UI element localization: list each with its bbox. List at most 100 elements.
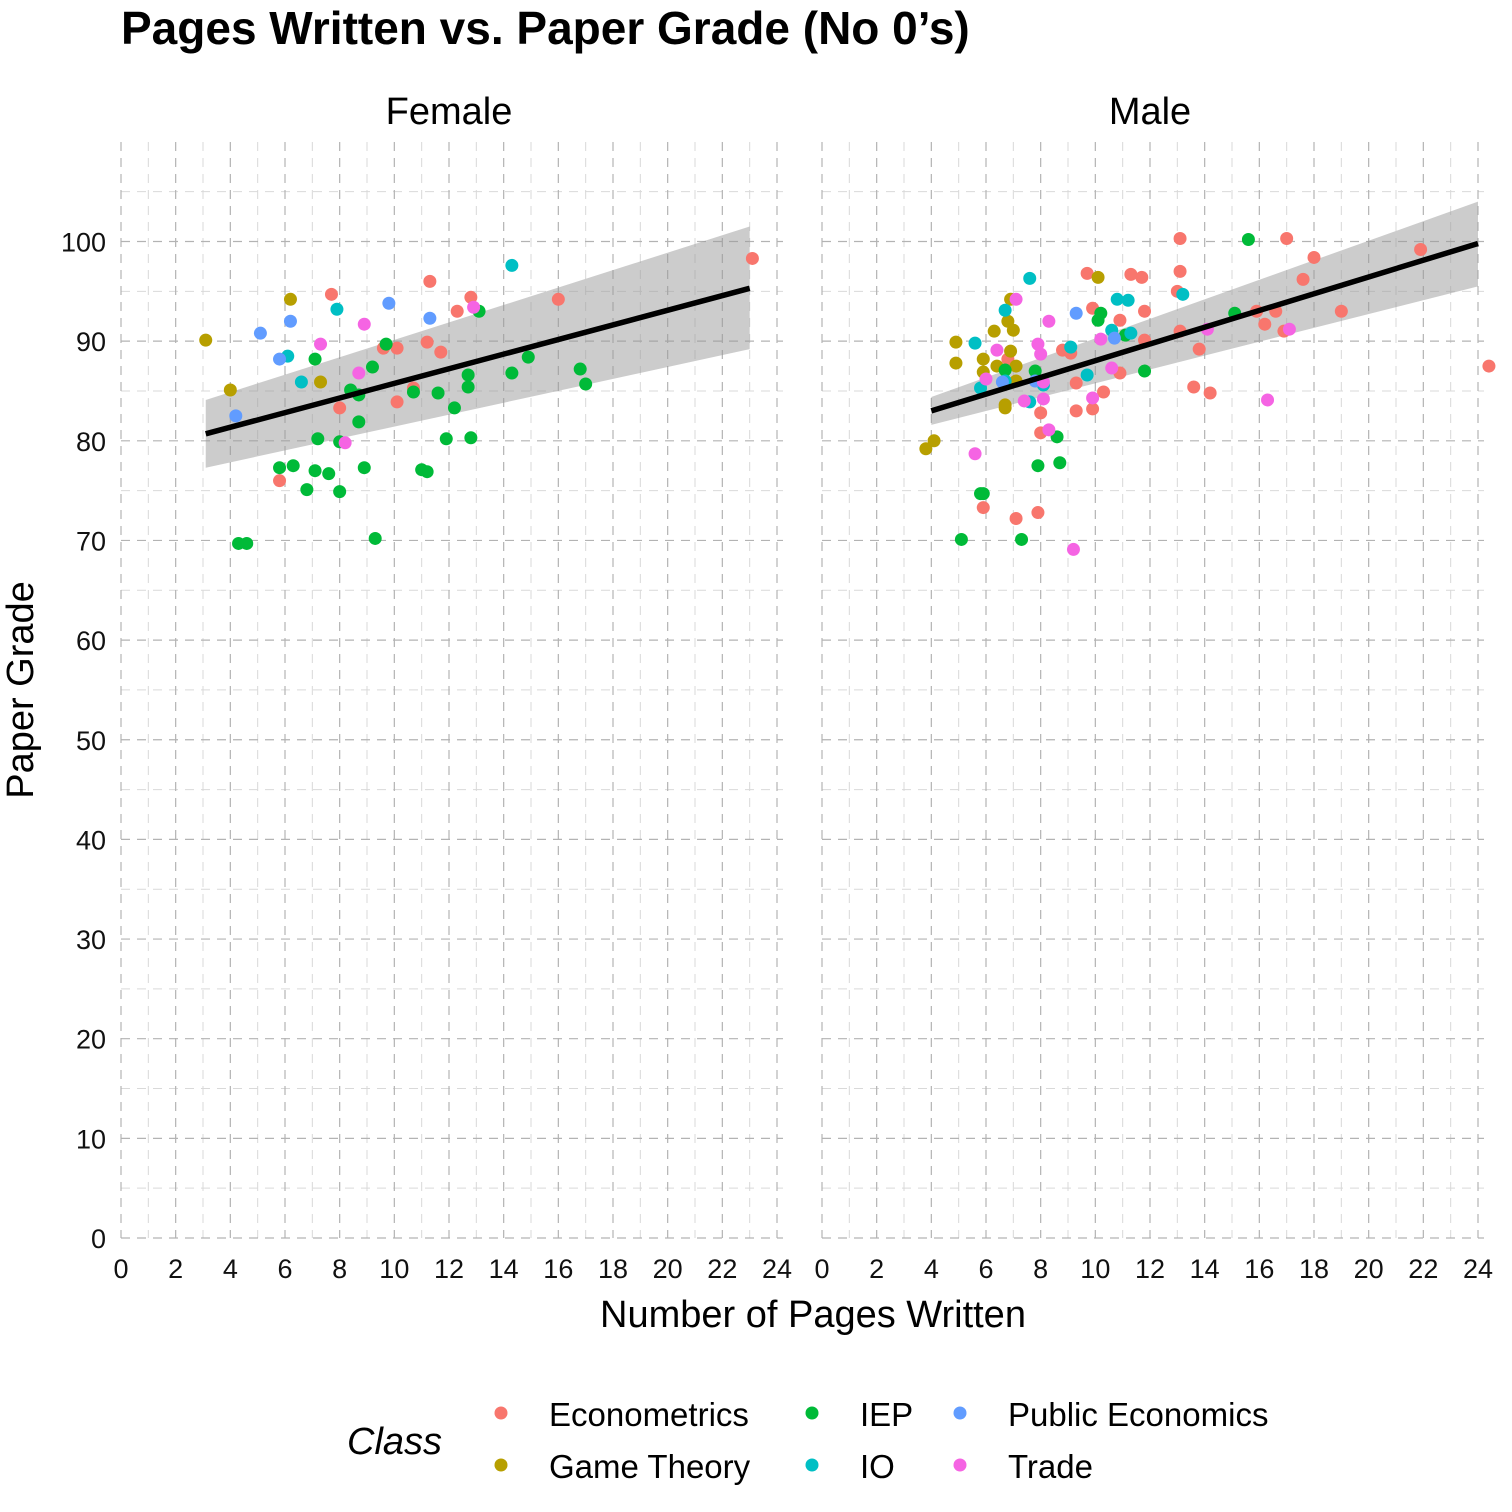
y-tick-label: 100	[61, 228, 106, 258]
data-point	[1105, 361, 1119, 375]
x-tick-label: 18	[1299, 1254, 1329, 1284]
data-point	[505, 258, 519, 272]
data-point	[1015, 532, 1029, 546]
data-point	[505, 366, 519, 380]
x-tick-label: 8	[332, 1254, 347, 1284]
data-point	[521, 350, 535, 364]
x-tick-label: 8	[1033, 1254, 1048, 1284]
legend-label: Game Theory	[549, 1448, 751, 1485]
data-point	[314, 337, 328, 351]
data-point	[998, 398, 1012, 412]
y-tick-label: 20	[76, 1025, 106, 1055]
data-point	[253, 326, 267, 340]
x-tick-label: 12	[434, 1254, 464, 1284]
x-tick-label: 6	[277, 1254, 292, 1284]
data-point	[223, 383, 237, 397]
data-point	[1280, 232, 1294, 246]
legend-key	[805, 1458, 819, 1472]
x-tick-label: 18	[598, 1254, 628, 1284]
data-point	[1069, 404, 1083, 418]
data-point	[1069, 306, 1083, 320]
data-point	[1034, 347, 1048, 361]
data-point	[976, 487, 990, 501]
data-point	[423, 274, 437, 288]
data-point	[229, 409, 243, 423]
data-point	[745, 251, 759, 265]
data-point	[976, 352, 990, 366]
data-point	[322, 467, 336, 481]
x-tick-label: 20	[1354, 1254, 1384, 1284]
data-point	[1097, 385, 1111, 399]
data-point	[998, 303, 1012, 317]
y-tick-label: 60	[76, 626, 106, 656]
data-point	[1124, 326, 1138, 340]
data-point	[551, 292, 565, 306]
x-tick-label: 14	[489, 1254, 519, 1284]
data-point	[423, 311, 437, 325]
data-point	[1064, 340, 1078, 354]
y-tick-label: 0	[91, 1224, 106, 1254]
x-tick-label: 2	[869, 1254, 884, 1284]
x-tick-label: 16	[1244, 1254, 1274, 1284]
data-point	[927, 434, 941, 448]
data-point	[1080, 266, 1094, 280]
x-tick-label: 0	[113, 1254, 128, 1284]
data-point	[968, 336, 982, 350]
data-point	[434, 345, 448, 359]
legend-key	[494, 1406, 508, 1420]
data-point	[1173, 264, 1187, 278]
data-point	[1296, 272, 1310, 286]
data-point	[1023, 271, 1037, 285]
regression-line	[205, 285, 751, 437]
data-point	[1107, 331, 1121, 345]
data-point	[379, 337, 393, 351]
y-tick-label: 10	[76, 1124, 106, 1154]
legend-label: Trade	[1008, 1448, 1093, 1485]
x-tick-label: 20	[653, 1254, 683, 1284]
data-point	[447, 401, 461, 415]
data-point	[1080, 368, 1094, 382]
data-point	[199, 333, 213, 347]
y-tick-label: 90	[76, 327, 106, 357]
data-point	[450, 304, 464, 318]
data-point	[1261, 393, 1275, 407]
data-point	[308, 352, 322, 366]
data-point	[1053, 456, 1067, 470]
data-point	[949, 335, 963, 349]
data-point	[1124, 267, 1138, 281]
data-point	[464, 431, 478, 445]
data-point	[390, 341, 404, 355]
data-point	[1091, 270, 1105, 284]
data-point	[573, 362, 587, 376]
data-point	[1094, 306, 1108, 320]
data-point	[420, 465, 434, 479]
data-point	[382, 296, 396, 310]
data-point	[368, 531, 382, 545]
data-point	[968, 447, 982, 461]
data-point	[308, 464, 322, 478]
data-point	[240, 536, 254, 550]
data-point	[979, 372, 993, 386]
data-point	[314, 375, 328, 389]
data-point	[420, 335, 434, 349]
data-point	[333, 401, 347, 415]
data-point	[311, 432, 325, 446]
data-point	[273, 352, 287, 366]
data-point	[1258, 317, 1272, 331]
data-point	[1086, 391, 1100, 405]
data-point	[1086, 402, 1100, 416]
data-point	[1017, 394, 1031, 408]
chart-title: Pages Written vs. Paper Grade (No 0’s)	[121, 2, 970, 54]
y-axis-title: Paper Grade	[0, 581, 42, 799]
data-point	[1482, 359, 1496, 373]
data-point	[300, 483, 314, 497]
data-point	[1110, 292, 1124, 306]
legend: Class Econometrics IEP Public Economics Gam…	[347, 1396, 1268, 1485]
x-tick-label: 10	[379, 1254, 409, 1284]
legend-label: Econometrics	[549, 1396, 749, 1433]
data-point	[390, 395, 404, 409]
data-point	[1113, 313, 1127, 327]
y-tick-label: 40	[76, 825, 106, 855]
